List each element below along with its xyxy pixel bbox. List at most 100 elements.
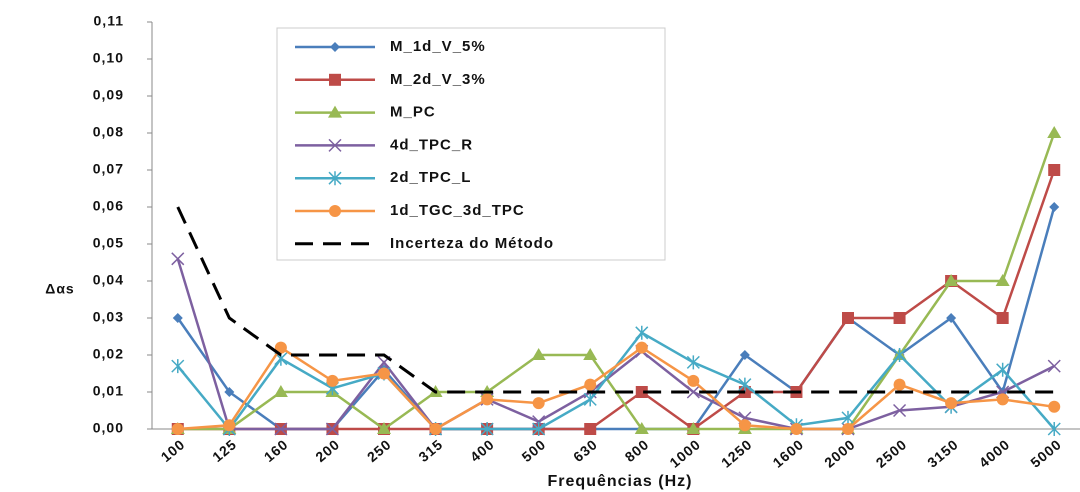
x-tick-label: 100 <box>158 436 188 465</box>
legend-marker <box>329 73 341 86</box>
x-tick-label: 2000 <box>821 436 858 471</box>
marker <box>893 312 906 324</box>
marker <box>171 359 185 374</box>
marker <box>687 374 700 387</box>
marker <box>893 348 907 362</box>
y-tick-label: 0,11 <box>94 13 124 29</box>
x-tick-label: 630 <box>570 436 600 465</box>
marker <box>584 378 597 391</box>
series-line <box>176 258 1055 431</box>
marker <box>893 403 907 418</box>
legend-box <box>276 27 666 261</box>
marker <box>1047 422 1061 436</box>
legend-marker <box>328 171 342 186</box>
marker <box>583 348 598 360</box>
x-tick-label: 200 <box>312 436 342 465</box>
marker <box>996 393 1009 406</box>
x-tick-label: 3150 <box>924 436 961 471</box>
marker <box>480 422 494 436</box>
marker <box>481 393 494 406</box>
x-tick-label: 400 <box>467 436 497 465</box>
marker <box>738 419 751 432</box>
marker <box>944 274 959 286</box>
y-tick-label: 0,10 <box>93 50 124 66</box>
marker <box>378 367 390 380</box>
x-tick-label: 1250 <box>718 436 755 471</box>
y-tick-label: 0,00 <box>93 420 124 436</box>
y-axis-label: Δαs <box>45 281 74 297</box>
y-tick-label: 0,08 <box>93 124 124 140</box>
marker <box>325 422 339 436</box>
y-tick-label: 0,01 <box>93 383 124 399</box>
marker <box>532 422 546 436</box>
marker <box>583 392 597 407</box>
marker <box>739 350 750 360</box>
marker <box>686 385 700 399</box>
legend-label: 4d_TPC_R <box>390 136 473 153</box>
marker <box>634 422 649 434</box>
legend-marker <box>329 205 341 217</box>
y-tick-label: 0,06 <box>93 198 124 214</box>
legend-label: M_1d_V_5% <box>390 38 486 55</box>
marker <box>945 397 958 410</box>
marker <box>635 386 648 398</box>
marker <box>171 423 184 435</box>
marker <box>377 422 391 434</box>
marker <box>172 313 183 323</box>
marker <box>531 348 546 360</box>
y-tick-label: 0,09 <box>93 87 124 103</box>
x-tick-label: 800 <box>622 436 652 465</box>
marker <box>584 423 597 435</box>
marker <box>842 312 854 324</box>
x-tick-label: 1600 <box>770 436 807 471</box>
y-tick-label: 0,02 <box>93 346 124 362</box>
y-tick-label: 0,03 <box>93 309 124 325</box>
marker <box>738 377 752 392</box>
y-tick-label: 0,04 <box>93 272 124 288</box>
x-tick-label: 315 <box>415 436 445 465</box>
x-axis-label: Frequências (Hz) <box>548 473 693 490</box>
legend-label: 1d_TGC_3d_TPC <box>390 202 525 219</box>
x-tick-label: 2500 <box>873 436 910 471</box>
marker <box>171 252 185 266</box>
legend-marker <box>328 138 342 152</box>
marker <box>1048 164 1061 176</box>
marker <box>996 312 1009 324</box>
marker <box>1048 400 1061 413</box>
marker <box>223 419 236 432</box>
marker <box>1047 126 1062 138</box>
x-tick-label: 160 <box>261 436 291 465</box>
marker <box>274 422 288 436</box>
y-tick-label: 0,07 <box>93 161 124 177</box>
series-line <box>177 345 1055 431</box>
marker <box>326 374 339 387</box>
marker <box>635 341 648 354</box>
marker <box>429 423 442 435</box>
marker <box>893 378 906 391</box>
marker <box>532 397 545 410</box>
marker <box>996 362 1010 377</box>
marker <box>1049 202 1060 212</box>
x-tick-label: 125 <box>209 436 239 465</box>
x-tick-label: 5000 <box>1027 436 1064 471</box>
x-tick-label: 1000 <box>666 436 703 471</box>
x-tick-label: 4000 <box>976 436 1013 471</box>
x-tick-label: 500 <box>518 436 548 465</box>
legend-marker <box>330 42 340 52</box>
series-line <box>176 331 1056 432</box>
legend-marker <box>328 105 342 118</box>
marker <box>842 423 854 435</box>
marker <box>1047 359 1061 373</box>
legend-label: Incerteza do Método <box>390 235 554 252</box>
legend-label: M_PC <box>390 104 436 121</box>
marker <box>273 385 288 397</box>
marker <box>790 423 803 435</box>
marker <box>686 355 700 370</box>
marker <box>946 313 957 323</box>
y-tick-label: 0,05 <box>93 235 124 251</box>
legend-label: M_2d_V_3% <box>390 71 486 88</box>
x-tick-label: 250 <box>364 436 394 465</box>
legend-label: 2d_TPC_L <box>390 169 471 186</box>
marker <box>224 387 235 397</box>
